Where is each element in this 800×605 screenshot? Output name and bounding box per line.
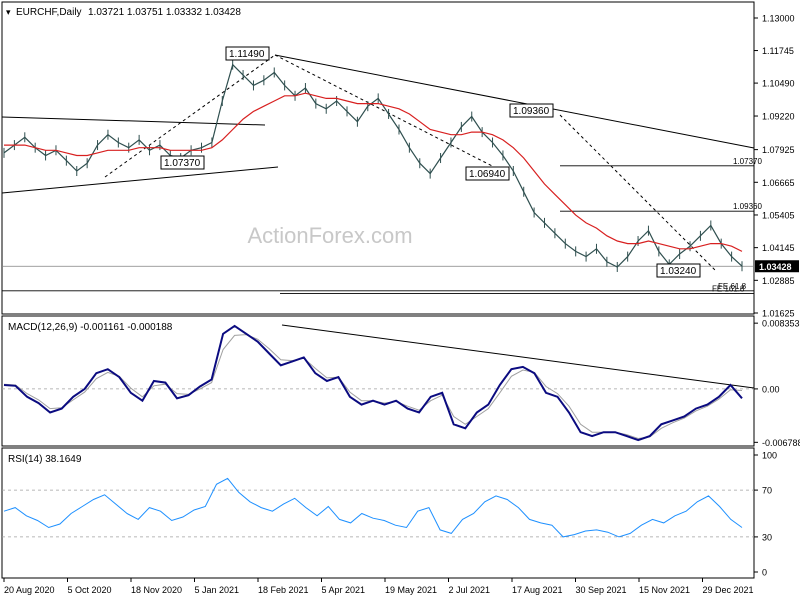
series-layer [3,59,743,538]
x-axis-label: 5 Jan 2021 [195,585,240,595]
fib-61-8-label: 1.07370 [733,157,762,166]
price-header-arrow-icon: ▾ [6,7,11,17]
macd-panel-frame [1,315,755,447]
macd-trendline [281,324,755,389]
x-axis-label: 18 Feb 2021 [258,585,309,595]
price-axis-label: 1.04145 [762,243,795,253]
x-axis-label: 29 Dec 2021 [703,585,754,595]
swing-label-box [656,263,701,278]
rsi-axis-label: 30 [762,532,772,542]
price-axis-label: 1.02885 [762,276,795,286]
swing-label-box [225,46,270,61]
annotation-layer: 1.07370 1.09360 FE 61.8FE 161.8 1.11490 1.07… [160,46,762,293]
swing-label: 1.06940 [469,169,506,180]
macd-header: MACD(12,26,9) -0.001161 -0.000188 [8,322,173,333]
rsi-line [3,477,743,538]
swing-label-box [465,166,510,181]
price-axis-label: 1.06665 [762,178,795,188]
x-axis-label: 5 Apr 2021 [322,585,366,595]
price-axis-label: 1.11745 [762,46,794,56]
rsi-axis-label: 0 [762,568,767,578]
trendline-layer [1,54,755,389]
price-header-symbol: EURCHF,Daily [16,7,82,18]
x-axis-label: 30 Sep 2021 [576,585,627,595]
fe-61-8-label: FE 61.8 [718,282,747,291]
swing-label-box [160,155,205,170]
x-axis-label: 20 Aug 2020 [4,585,55,595]
swing-label: 1.11490 [229,49,265,60]
x-axis-label: 17 Aug 2021 [512,585,563,595]
macd-main-line [3,324,743,442]
fib-38-2-label: 1.09360 [733,202,762,211]
swing-label: 1.07370 [164,158,201,169]
x-axis-label: 5 Oct 2020 [68,585,112,595]
swing-label: 1.03240 [660,266,697,277]
price-axis-label: 1.05405 [762,210,795,220]
x-axis-label: 2 Jul 2021 [449,585,491,595]
axis-layer: 1.13000 1.11745 1.10490 1.09220 1.07925 1.066… [3,14,800,595]
watermark: ActionForex.com [247,223,412,248]
price-panel-frame [1,1,755,315]
swing-label: 1.09360 [513,106,550,117]
x-axis-label: 18 Nov 2020 [131,585,182,595]
macd-axis-label: -0.006788 [762,438,800,448]
triangle-lower-trendline [1,166,279,194]
price-series-line [3,63,743,268]
price-axis-label: 1.10490 [762,79,795,89]
price-header-ohlc: 1.03721 1.03751 1.03332 1.03428 [88,7,241,18]
rsi-header: RSI(14) 38.1649 [8,454,82,465]
moving-average-line [4,92,743,252]
rsi-axis-label: 100 [762,451,777,461]
fall-dashed-line [559,114,716,271]
rsi-axis-label: 70 [762,486,772,496]
rally-dashed-line [104,54,276,178]
last-price-box [755,260,799,273]
price-axis-label: 1.07925 [762,145,795,155]
price-axis-label: 1.09220 [762,112,795,122]
macd-axis-label: 0.008353 [762,319,800,329]
x-axis-label: 15 Nov 2021 [639,585,690,595]
main-falling-trendline [274,54,755,149]
price-axis-label: 1.01625 [762,309,795,319]
x-axis-label: 19 May 2021 [385,585,437,595]
triangle-upper-trendline [1,116,266,126]
last-price-label: 1.03428 [759,262,792,272]
fe-161-8-label: FE 161.8 [712,284,745,293]
price-axis-label: 1.13000 [762,14,795,24]
rsi-panel-frame [1,447,755,579]
macd-axis-label: 0.00 [762,384,780,394]
swing-label-box [509,103,554,118]
grid-layer [2,165,754,538]
macd-signal-line [3,334,743,440]
